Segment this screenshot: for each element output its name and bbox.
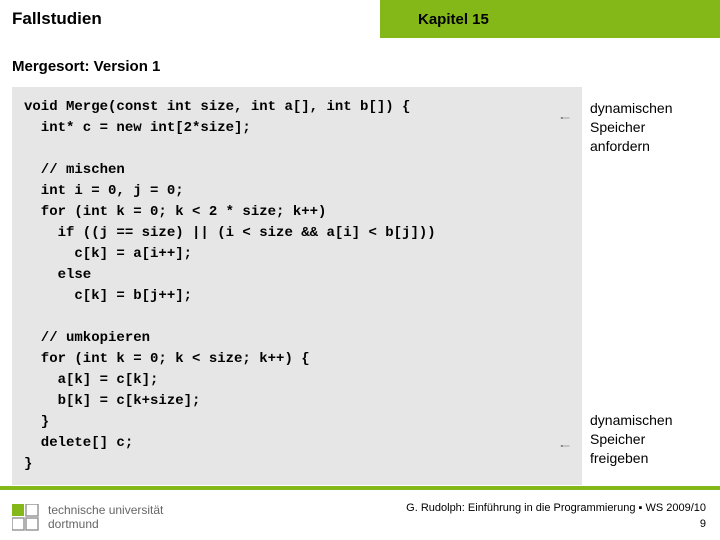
footer-attribution: G. Rudolph: Einführung in die Programmie…	[406, 501, 706, 516]
tu-logo-icon	[12, 504, 40, 532]
logo-text: technische universität dortmund	[48, 504, 163, 532]
footer-accent-bar	[0, 486, 720, 490]
footer-page-number: 9	[406, 517, 706, 532]
logo-text-line2: dortmund	[48, 518, 163, 532]
arrow-icon	[542, 445, 588, 447]
annotation-column: dynamischenSpeicheranfordern dynamischen…	[590, 87, 708, 485]
slide-header: Fallstudien Kapitel 15	[0, 0, 720, 38]
annotation-top: dynamischenSpeicheranfordern	[590, 99, 673, 156]
section-subtitle: Mergesort: Version 1	[0, 38, 720, 87]
annotation-bottom: dynamischenSpeicherfreigeben	[590, 411, 673, 468]
university-logo: technische universität dortmund	[12, 504, 163, 532]
code-listing: void Merge(const int size, int a[], int …	[12, 87, 582, 485]
slide-footer: G. Rudolph: Einführung in die Programmie…	[406, 501, 706, 532]
arrow-icon	[542, 117, 588, 119]
header-title-right: Kapitel 15	[380, 0, 720, 38]
content-area: void Merge(const int size, int a[], int …	[0, 87, 720, 485]
logo-text-line1: technische universität	[48, 504, 163, 518]
header-title-left: Fallstudien	[0, 0, 380, 38]
